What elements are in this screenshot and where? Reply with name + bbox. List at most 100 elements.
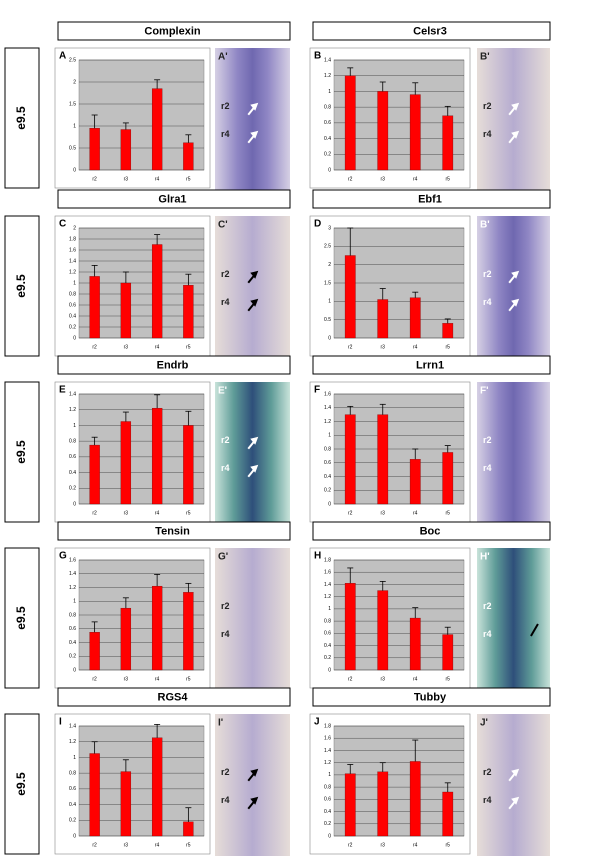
photo-panel-letter: F': [480, 386, 489, 397]
stage-label: e9.5: [14, 772, 28, 796]
x-tick-label: r2: [92, 676, 97, 682]
y-tick-label: 3: [328, 225, 331, 231]
y-tick-label: 0.8: [324, 446, 331, 452]
y-tick-label: 1: [73, 123, 76, 129]
arrow-head: [250, 436, 259, 445]
arrow: [530, 623, 539, 637]
x-tick-label: r4: [155, 176, 160, 182]
x-tick-label: r4: [413, 842, 418, 848]
rhombomere-label: r2: [483, 435, 492, 445]
y-tick-label: 0.4: [69, 640, 76, 646]
y-tick-label: 1: [328, 89, 331, 95]
y-tick-label: 0.6: [324, 460, 331, 466]
x-tick-label: r3: [381, 842, 386, 848]
photo-panel-letter: H': [480, 552, 490, 563]
bar: [409, 94, 421, 171]
y-tick-label: 1.8: [324, 557, 331, 563]
bar: [409, 617, 421, 671]
bar: [151, 737, 163, 837]
bar: [183, 592, 194, 671]
stage-label: e9.5: [14, 606, 28, 630]
y-tick-label: 0.6: [69, 786, 76, 792]
rhombomere-label: r2: [221, 435, 230, 445]
rhombomere-label: r4: [221, 129, 230, 139]
panel-letter: H: [314, 551, 321, 562]
y-tick-label: 0.5: [324, 317, 331, 323]
bar: [344, 583, 356, 671]
x-tick-label: r4: [155, 510, 160, 516]
y-tick-label: 1.2: [324, 760, 331, 766]
panel-letter: A: [59, 51, 66, 62]
arrow-head: [511, 130, 520, 139]
y-tick-label: 1.6: [69, 247, 76, 253]
rhombomere-label: r2: [221, 601, 230, 611]
y-tick-label: 1.6: [324, 391, 331, 397]
bar: [120, 129, 132, 171]
title-box: [312, 21, 551, 41]
rhombomere-label: r2: [221, 101, 230, 111]
bar: [89, 753, 100, 837]
bar: [120, 282, 132, 339]
panel-letter: I: [59, 717, 62, 728]
bar: [183, 285, 194, 339]
arrow-head: [250, 298, 259, 307]
rhombomere-label: r4: [483, 297, 492, 307]
y-tick-label: 1.5: [69, 101, 76, 107]
y-tick-label: 1.4: [324, 405, 331, 411]
x-tick-label: r2: [92, 176, 97, 182]
x-tick-label: r5: [446, 676, 451, 682]
bar: [183, 142, 194, 171]
stage-box: [4, 47, 40, 189]
y-tick-label: 1.2: [69, 585, 76, 591]
bar: [89, 444, 100, 505]
title-box: [312, 355, 551, 375]
y-tick-label: 1.4: [69, 258, 76, 264]
y-tick-label: 1.4: [69, 391, 76, 397]
y-tick-label: 0.8: [69, 438, 76, 444]
y-tick-label: 0.6: [324, 120, 331, 126]
title-box: [57, 687, 291, 707]
plot-area: [333, 559, 465, 671]
embryo-photo: [477, 714, 550, 856]
y-tick-label: 0.2: [69, 324, 76, 330]
rhombomere-label: r4: [483, 129, 492, 139]
rhombomere-label: r2: [483, 269, 492, 279]
panel-letter: J: [314, 717, 320, 728]
x-tick-label: r2: [348, 676, 353, 682]
y-tick-label: 1.6: [69, 557, 76, 563]
x-tick-label: r5: [446, 344, 451, 350]
chart-title: Boc: [420, 525, 441, 537]
y-tick-label: 0.8: [324, 618, 331, 624]
y-tick-label: 1: [73, 755, 76, 761]
y-tick-label: 1: [328, 299, 331, 305]
y-tick-label: 1: [328, 772, 331, 778]
y-tick-label: 0.8: [324, 784, 331, 790]
y-tick-label: 0: [328, 167, 331, 173]
x-tick-label: r2: [348, 842, 353, 848]
title-box: [57, 189, 291, 209]
x-tick-label: r5: [186, 344, 191, 350]
x-tick-label: r3: [381, 676, 386, 682]
y-tick-label: 0.6: [324, 797, 331, 803]
x-tick-label: r3: [381, 510, 386, 516]
rhombomere-label: r4: [221, 463, 230, 473]
y-tick-label: 1.6: [324, 736, 331, 742]
x-tick-label: r4: [413, 344, 418, 350]
arrow-head: [250, 270, 259, 279]
bar: [344, 773, 356, 837]
bar: [377, 299, 389, 339]
x-tick-label: r4: [413, 176, 418, 182]
stage-box: [4, 713, 40, 855]
y-tick-label: 1.2: [324, 594, 331, 600]
y-tick-label: 0.4: [69, 313, 76, 319]
chart-title: Glra1: [158, 193, 186, 205]
chart-title: Tensin: [155, 525, 190, 537]
bar: [120, 607, 132, 671]
x-tick-label: r2: [348, 176, 353, 182]
stage-box: [4, 547, 40, 689]
arrow-head: [250, 768, 259, 777]
arrow-head: [511, 768, 520, 777]
y-tick-label: 1.2: [69, 269, 76, 275]
embryo-photo: [215, 382, 290, 524]
y-tick-label: 0.4: [69, 802, 76, 808]
